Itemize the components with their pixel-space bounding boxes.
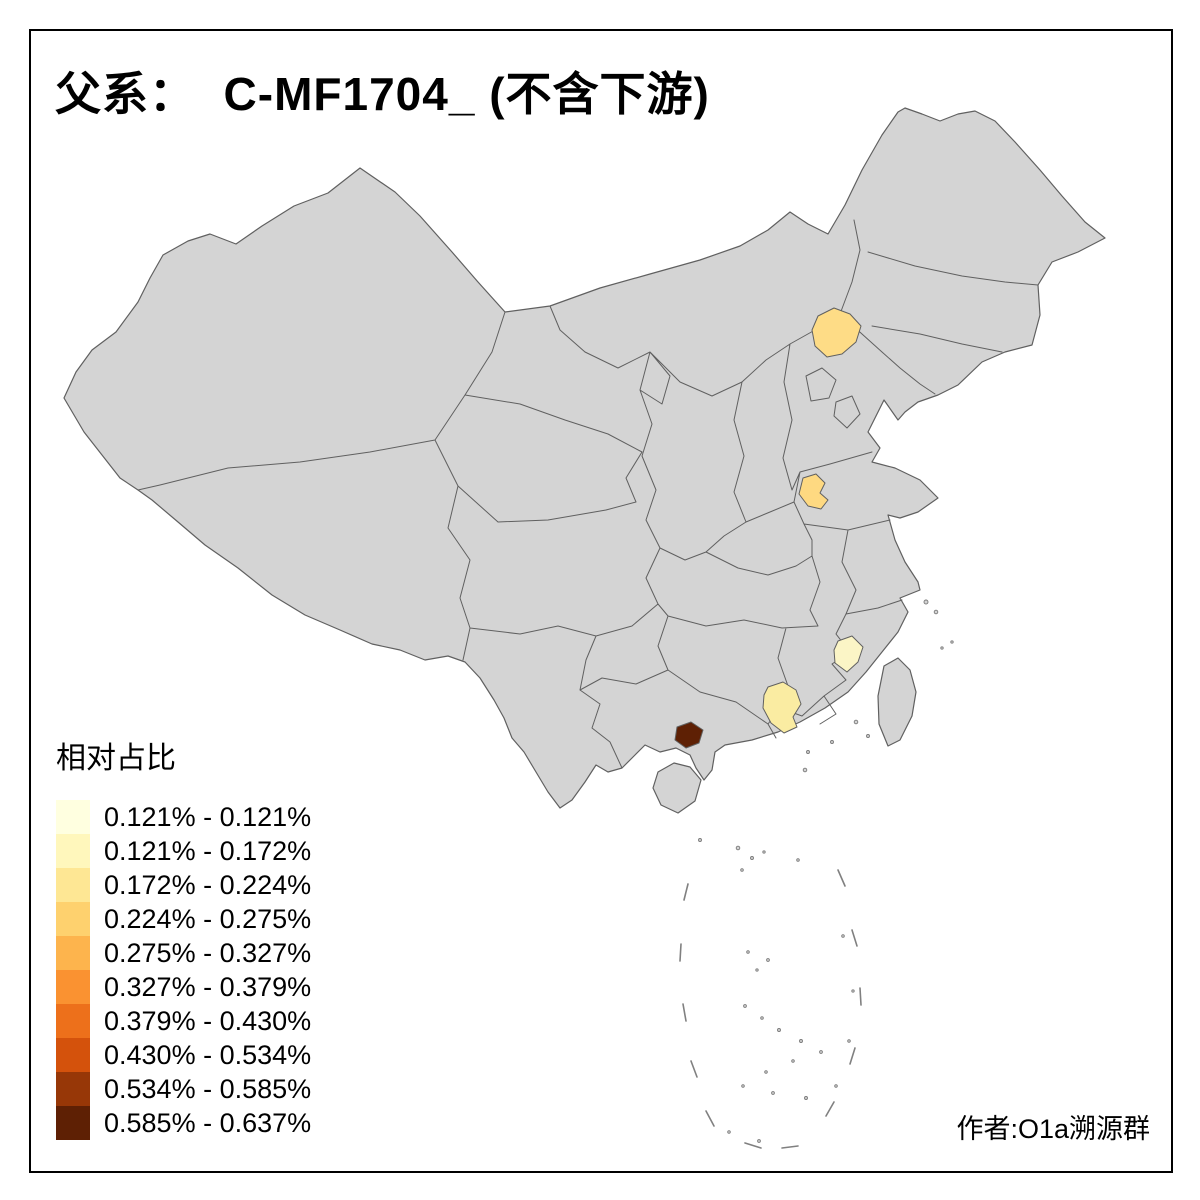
island-dot <box>757 1139 761 1143</box>
legend-entry: 0.275% - 0.327% <box>56 936 311 970</box>
legend-entries: 0.121% - 0.121% 0.121% - 0.172% 0.172% - 0… <box>56 800 311 1140</box>
legend-swatch <box>56 1072 90 1106</box>
island-dot <box>806 750 810 754</box>
island-dot <box>950 640 954 644</box>
island-dot <box>866 734 870 738</box>
island-dot <box>741 1084 745 1088</box>
island-dot <box>819 1050 823 1054</box>
legend-label: 0.121% - 0.172% <box>104 835 312 866</box>
sea-boundary-dash <box>705 1110 715 1127</box>
legend-label: 0.430% - 0.534% <box>104 1039 312 1070</box>
island-dot <box>764 1070 768 1074</box>
island-dot <box>762 850 766 854</box>
legend-swatch <box>56 1106 90 1140</box>
island-dot <box>802 767 808 773</box>
island-dot <box>853 719 859 725</box>
legend-swatch <box>56 970 90 1004</box>
sea-boundary-dash <box>837 869 846 887</box>
island-dot <box>760 1016 764 1020</box>
legend-entry: 0.430% - 0.534% <box>56 1038 311 1072</box>
island-dot <box>940 646 944 650</box>
island-dot <box>743 1004 747 1008</box>
island-dot <box>727 1130 731 1134</box>
province-borders <box>137 219 1039 769</box>
legend-swatch <box>56 936 90 970</box>
region-inner-mongolia-east <box>811 307 862 358</box>
legend-swatch <box>56 1038 90 1072</box>
island-dot <box>698 838 702 842</box>
legend-swatch <box>56 868 90 902</box>
legend-label: 0.121% - 0.121% <box>104 801 312 832</box>
sea-boundary-dash <box>781 1145 799 1149</box>
island-dot <box>755 968 759 972</box>
island-dot <box>791 1059 795 1063</box>
region-shandong-west <box>798 473 829 510</box>
legend-swatch <box>56 902 90 936</box>
legend-entry: 0.379% - 0.430% <box>56 1004 311 1038</box>
legend-label: 0.172% - 0.224% <box>104 869 312 900</box>
sea-boundary-dash <box>679 943 682 962</box>
island-dot <box>923 599 929 605</box>
island-dot <box>796 858 800 862</box>
region-guangxi-coast <box>674 721 704 749</box>
island-dot <box>799 1039 803 1043</box>
south-china-sea-islands <box>679 599 954 1149</box>
legend-entry: 0.224% - 0.275% <box>56 902 311 936</box>
legend-entry: 0.585% - 0.637% <box>56 1106 311 1140</box>
legend-entry: 0.172% - 0.224% <box>56 868 311 902</box>
region-guangdong-central <box>762 681 802 734</box>
island-dot <box>735 845 741 851</box>
taiwan-island <box>877 657 917 747</box>
mainland-outline <box>63 107 1106 809</box>
island-dot <box>740 868 744 872</box>
sea-boundary-dash <box>851 929 858 947</box>
legend-label: 0.327% - 0.379% <box>104 971 312 1002</box>
legend-entry: 0.121% - 0.121% <box>56 800 311 834</box>
legend-entry: 0.121% - 0.172% <box>56 834 311 868</box>
legend-label: 0.275% - 0.327% <box>104 937 312 968</box>
island-dot <box>830 740 834 744</box>
island-dot <box>771 1091 775 1095</box>
island-dot <box>746 950 750 954</box>
legend-swatch <box>56 1004 90 1038</box>
legend-label: 0.534% - 0.585% <box>104 1073 312 1104</box>
island-dot <box>804 1096 808 1100</box>
island-dot <box>777 1028 781 1032</box>
island-dot <box>750 856 754 860</box>
legend-title: 相对占比 <box>56 742 176 775</box>
sea-boundary-dash <box>849 1047 856 1065</box>
island-dot <box>841 934 845 938</box>
sea-boundary-dash <box>859 987 862 1006</box>
island-dot <box>933 609 939 615</box>
legend-label: 0.379% - 0.430% <box>104 1005 312 1036</box>
legend-label: 0.224% - 0.275% <box>104 903 312 934</box>
hainan-island <box>652 762 702 814</box>
island-dot <box>834 1084 838 1088</box>
island-dot <box>851 989 855 993</box>
island-dot <box>847 1039 851 1043</box>
sea-boundary-dash <box>683 883 689 901</box>
legend-entry: 0.534% - 0.585% <box>56 1072 311 1106</box>
island-dot <box>766 958 770 962</box>
plot-title: 父系： C-MF1704_ (不含下游) <box>55 68 710 120</box>
legend-label: 0.585% - 0.637% <box>104 1107 312 1138</box>
sea-boundary-dash <box>690 1060 698 1078</box>
legend-entry: 0.327% - 0.379% <box>56 970 311 1004</box>
sea-boundary-dash <box>825 1101 835 1117</box>
legend-swatch <box>56 800 90 834</box>
legend: 相对占比 0.121% - 0.121% 0.121% - 0.172% 0.172… <box>56 742 311 1140</box>
legend-swatch <box>56 834 90 868</box>
region-fujian-northwest <box>833 635 864 673</box>
sea-boundary-dash <box>682 1003 687 1022</box>
highlighted-prefectures <box>674 307 864 749</box>
sea-boundary-dash <box>744 1142 762 1149</box>
author-credit: 作者:O1a溯源群 <box>956 1114 1150 1144</box>
